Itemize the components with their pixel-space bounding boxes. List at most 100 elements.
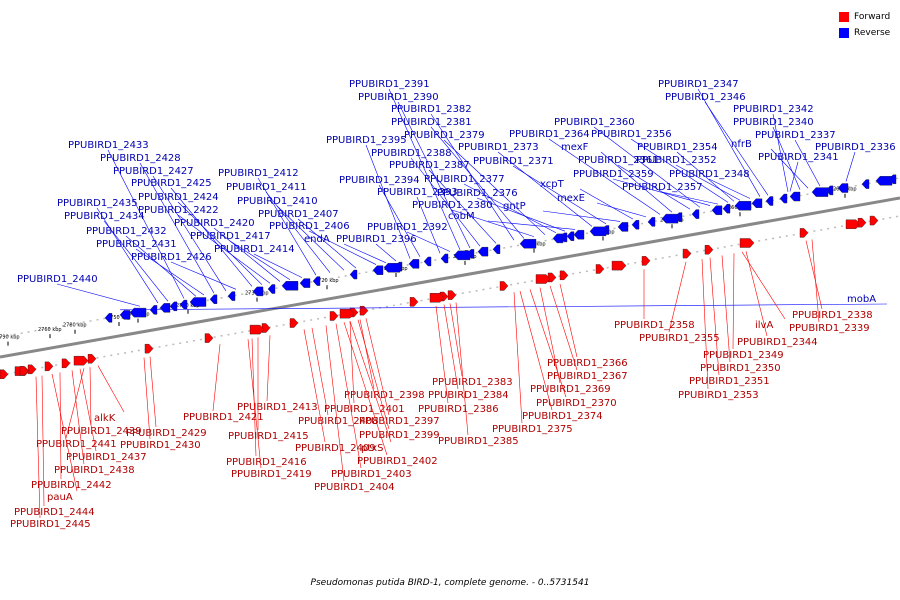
reverse-gene-arrow — [789, 191, 801, 202]
forward-gene-arrow — [329, 311, 339, 321]
reverse-gene-leader — [617, 164, 691, 210]
forward-gene-label: PPUBIRD1_2416 — [226, 457, 307, 468]
reverse-gene-leader — [177, 201, 263, 285]
forward-gene-leader — [559, 283, 578, 358]
reverse-gene-label: PPUBIRD1_2354 — [637, 142, 718, 153]
reverse-gene-arrow — [440, 253, 449, 264]
forward-gene-label: PPUBIRD1_2399 — [359, 430, 440, 441]
forward-gene-label: PPUBIRD1_2437 — [66, 452, 147, 463]
reverse-gene-leader — [276, 205, 345, 271]
reverse-gene-leader — [430, 113, 515, 241]
forward-gene-leader — [741, 251, 786, 320]
reverse-gene-leader — [213, 227, 281, 282]
forward-gene-label: PPUBIRD1_2397 — [359, 416, 440, 427]
legend-label-reverse: Reverse — [854, 28, 891, 38]
forward-gene-arrow — [61, 358, 71, 369]
reverse-gene-leader — [770, 148, 809, 189]
reverse-gene-arrow — [631, 220, 640, 230]
forward-gene-label: PPUBIRD1_2438 — [54, 465, 135, 476]
forward-gene-arrow — [429, 293, 445, 303]
reverse-gene-arrow — [149, 305, 158, 315]
reverse-gene-label: PPUBIRD1_2348 — [669, 169, 750, 180]
legend-item-forward: Forward — [839, 9, 890, 25]
reverse-gene-arrow — [227, 291, 236, 301]
reverse-gene-label: PPUBIRD1_2431 — [96, 239, 177, 250]
forward-gene-leader — [41, 375, 45, 507]
forward-gene-label: pauA — [47, 492, 73, 503]
forward-gene-label: PPUBIRD1_2370 — [536, 398, 617, 409]
reverse-gene-leader — [56, 283, 141, 307]
forward-gene-leader — [247, 339, 262, 469]
reverse-gene-leader — [96, 207, 159, 304]
reverse-gene-label: PPUBIRD1_2411 — [226, 182, 307, 193]
forward-gene-label: PPUBIRD1_2351 — [689, 376, 770, 387]
reverse-gene-label: PPUBIRD1_2426 — [131, 252, 212, 263]
reverse-gene-arrow — [573, 229, 585, 240]
forward-gene-label: PPUBIRD1_2369 — [530, 384, 611, 395]
reverse-gene-arrow — [861, 179, 870, 189]
reverse-gene-leader — [416, 196, 441, 254]
forward-gene-leader — [97, 365, 125, 413]
reverse-gene-label: mexE — [557, 193, 585, 204]
reverse-gene-leader — [612, 178, 711, 206]
forward-gene-leader — [65, 368, 85, 439]
forward-gene-arrow — [249, 324, 265, 335]
forward-gene-label: PPUBIRD1_2355 — [639, 333, 720, 344]
reverse-gene-label: PPUBIRD1_2407 — [258, 209, 339, 220]
scale-tick-label: 2790 kbp — [0, 335, 20, 341]
forward-gene-label: ilvA — [755, 320, 773, 331]
forward-gene-leader — [343, 322, 388, 456]
reverse-gene-label: PPUBIRD1_2417 — [190, 231, 271, 242]
reverse-gene-leader — [265, 191, 331, 273]
forward-gene-label: PPUBIRD1_2344 — [737, 337, 818, 348]
reverse-gene-arrow — [129, 307, 147, 318]
reverse-gene-leader — [103, 220, 169, 302]
reverse-gene-arrow — [267, 284, 276, 294]
reverse-gene-label: xcpT — [540, 179, 565, 190]
reverse-gene-arrow — [875, 176, 893, 186]
reverse-gene-label: PPUBIRD1_2391 — [349, 79, 430, 90]
forward-gene-arrow — [73, 355, 89, 366]
reverse-gene-arrow — [299, 278, 311, 288]
reverse-gene-label: PPUBIRD1_2435 — [57, 198, 138, 209]
forward-gene-leader — [79, 368, 97, 452]
forward-gene-label: PPUBIRD1_2384 — [428, 390, 509, 401]
reverse-gene-arrow — [811, 187, 829, 197]
reverse-gene-leader — [704, 101, 769, 196]
reverse-gene-arrow — [519, 239, 537, 249]
forward-gene-leader — [513, 292, 523, 424]
forward-gene-label: PPUBIRD1_2349 — [703, 350, 784, 361]
forward-gene-leader — [311, 327, 329, 416]
forward-gene-arrow — [447, 290, 457, 300]
reverse-gene-leader — [397, 101, 471, 249]
reverse-gene-label: PPUBIRD1_2432 — [86, 226, 167, 237]
reverse-gene-arrow — [104, 313, 113, 323]
reverse-gene-leader — [375, 243, 397, 262]
forward-gene-arrow — [535, 274, 551, 284]
reverse-gene-leader — [139, 162, 215, 294]
reverse-gene-leader — [135, 248, 205, 296]
forward-gene-leader — [325, 325, 345, 482]
forward-gene-arrow — [547, 272, 557, 283]
forward-gene-arrow — [857, 217, 867, 228]
reverse-gene-arrow — [423, 256, 432, 267]
scale-tick-label: 2750 kbp — [107, 315, 131, 321]
reverse-gene-arrow — [252, 286, 264, 297]
forward-gene-leader — [449, 303, 463, 377]
forward-gene-leader — [143, 357, 151, 440]
forward-gene-label: PPUBIRD1_2408 — [298, 416, 379, 427]
forward-gene-label: PPUBIRD1_2444 — [14, 507, 95, 518]
forward-gene-label: PPUBIRD1_2386 — [418, 404, 499, 415]
reverse-gene-arrow — [453, 250, 471, 261]
reverse-gene-leader — [152, 175, 227, 292]
forward-gene-leader — [811, 239, 820, 323]
forward-gene-arrow — [359, 305, 369, 316]
forward-gene-leader — [89, 367, 92, 426]
reverse-gene-leader — [661, 191, 719, 205]
scale-tick-label: 2720 kbp — [315, 278, 339, 284]
forward-gene-leader — [149, 356, 157, 428]
forward-gene-leader — [51, 373, 78, 492]
forward-gene-arrow — [289, 318, 299, 328]
reverse-gene-leader — [579, 188, 634, 220]
